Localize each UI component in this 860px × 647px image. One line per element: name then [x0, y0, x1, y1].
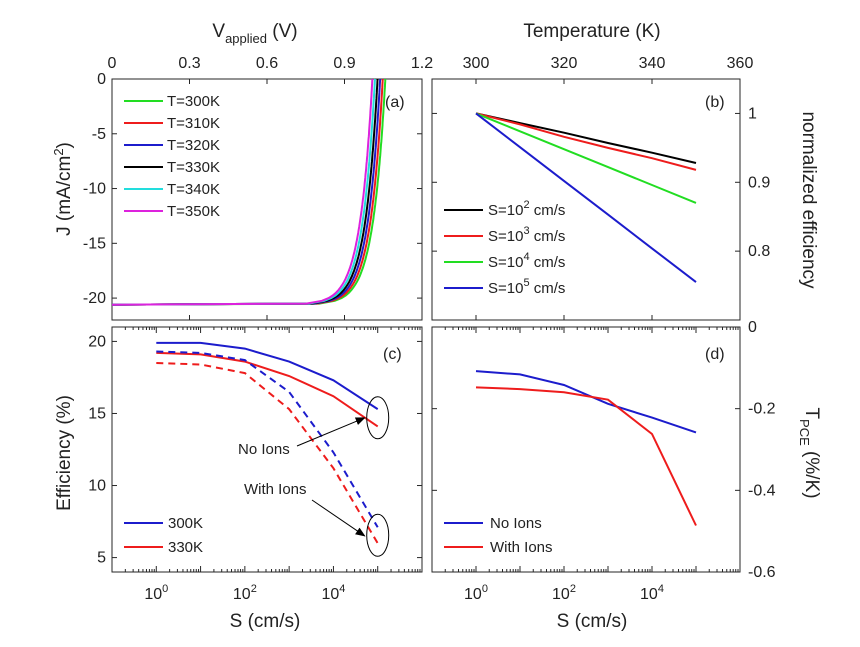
panel-b-ytick-label: 1 [748, 105, 757, 122]
panel-c-xlabel: S (cm/s) [230, 611, 301, 632]
panel-a-xtick-label: 0.6 [256, 55, 278, 72]
panel-c-efficiency-vs-s: S (cm/s) Efficiency (%) (c) 100 102 104 5 10… [54, 326, 423, 632]
panel-a-ytick-label: -15 [83, 235, 106, 252]
panel-d-xtick-label: 102 [552, 583, 576, 603]
panel-b-legend-label: S=105 cm/s [488, 277, 565, 297]
panel-a-jv-curves: Vapplied (V) J (mA/cm2) (a) 0 0.3 0.6 0.9 1.… [51, 21, 433, 321]
panel-d-legend-label: No Ions [490, 515, 542, 532]
panel-a-series-T=350K [111, 78, 374, 306]
panel-c-xtick-label: 104 [321, 583, 345, 603]
panel-c-legend-label: 330K [168, 539, 203, 556]
panel-a-series-T=300K [111, 78, 387, 306]
panel-a-xtick-label: 1.2 [411, 55, 433, 72]
panel-a-xtick-label: 0.3 [178, 55, 200, 72]
panel-d-ylabel: TPCE (%/K) [797, 407, 822, 498]
panel-b-xtick-label: 360 [727, 55, 754, 72]
panel-c-annotation-with-ions: With Ions [244, 481, 307, 498]
panel-a-series-T=340K [111, 78, 376, 306]
panel-a-series-T=330K [111, 78, 379, 306]
panel-d-ytick-label: -0.6 [748, 564, 776, 581]
panel-c-series-300K-with-ions [156, 350, 379, 528]
panel-a-xlabel: Vapplied (V) [212, 21, 297, 46]
panel-c-legend-label: 300K [168, 515, 203, 532]
panel-d-temperature-coefficient: S (cm/s) TPCE (%/K) (d) 100 102 104 0 -0.2 -0… [431, 319, 822, 632]
panel-c-series-300K [156, 341, 379, 410]
panel-b-series-S2 [475, 112, 697, 164]
panel-d-ytick-label: -0.2 [748, 401, 776, 418]
panel-b-xtick-label: 340 [639, 55, 666, 72]
panel-b-frame [431, 78, 741, 321]
panel-b-label: (b) [705, 94, 725, 111]
panel-d-xlabel: S (cm/s) [557, 611, 628, 632]
panel-a-ytick-label: 0 [97, 71, 106, 88]
panel-b-ytick-label: 0.8 [748, 243, 770, 260]
panel-c-ytick-label: 15 [88, 405, 106, 422]
panel-a-legend-label: T=310K [167, 115, 220, 132]
panel-a-ytick-label: -5 [92, 126, 106, 143]
panel-d-ytick-label: -0.4 [748, 482, 776, 499]
panel-a-series-T=310K [111, 78, 384, 306]
panel-c-label: (c) [383, 346, 402, 363]
panel-a-ytick-label: -20 [83, 290, 106, 307]
panel-c-xtick-label: 100 [144, 583, 168, 603]
panel-d-xtick-label: 100 [464, 583, 488, 603]
panel-a-ylabel: J (mA/cm2) [51, 142, 75, 236]
panel-c-series-330K-with-ions [156, 362, 379, 544]
panel-c-ytick-label: 20 [88, 333, 106, 350]
panel-c-ytick-label: 5 [97, 550, 106, 567]
panel-a-legend-label: T=330K [167, 159, 220, 176]
panel-b-series-S3 [475, 112, 697, 171]
panel-b-ytick-label: 0.9 [748, 174, 770, 191]
panel-a-legend-label: T=320K [167, 137, 220, 154]
panel-d-label: (d) [705, 346, 725, 363]
panel-a-ytick-label: -10 [83, 181, 106, 198]
panel-a-legend-label: T=300K [167, 93, 220, 110]
panel-b-ylabel: normalized efficiency [798, 111, 819, 289]
panel-d-series-With-Ions [475, 386, 697, 526]
panel-a-series-T=320K [111, 78, 382, 306]
panel-b-xtick-label: 320 [551, 55, 578, 72]
panel-b-series-S4 [475, 112, 697, 204]
panel-a-xtick-label: 0.9 [333, 55, 355, 72]
panel-a-legend-label: T=340K [167, 181, 220, 198]
panel-a-xtick-label: 0 [108, 55, 117, 72]
panel-b-xlabel: Temperature (K) [523, 21, 660, 42]
panel-c-frame [111, 326, 423, 573]
panel-c-ellipse-no-ions [366, 396, 390, 440]
panel-c-ytick-label: 10 [88, 478, 106, 495]
panel-c-annotation-no-ions: No Ions [238, 441, 290, 458]
panel-b-legend-label: S=104 cm/s [488, 251, 565, 271]
panel-b-xtick-label: 300 [463, 55, 490, 72]
panel-c-series-330K [156, 351, 379, 428]
panel-a-legend-label: T=350K [167, 203, 220, 220]
panel-d-legend-label: With Ions [490, 539, 553, 556]
panel-d-series-No-Ions [475, 370, 697, 434]
panel-c-arrow-with-ions [311, 499, 366, 537]
panel-b-legend-label: S=102 cm/s [488, 199, 565, 219]
panel-b-normalized-efficiency: Temperature (K) normalized efficiency (b… [431, 21, 819, 321]
panel-b-legend-label: S=103 cm/s [488, 225, 565, 245]
panel-c-ylabel: Efficiency (%) [54, 395, 75, 511]
panel-c-arrow-no-ions [296, 417, 366, 447]
panel-d-xtick-label: 104 [640, 583, 664, 603]
panel-c-ellipse-with-ions [366, 513, 390, 557]
panel-a-label: (a) [385, 94, 405, 111]
panel-b-series-S5 [475, 112, 697, 283]
panel-d-ytick-label: 0 [748, 319, 757, 336]
panel-d-frame [431, 326, 741, 573]
panel-c-xtick-label: 102 [233, 583, 257, 603]
